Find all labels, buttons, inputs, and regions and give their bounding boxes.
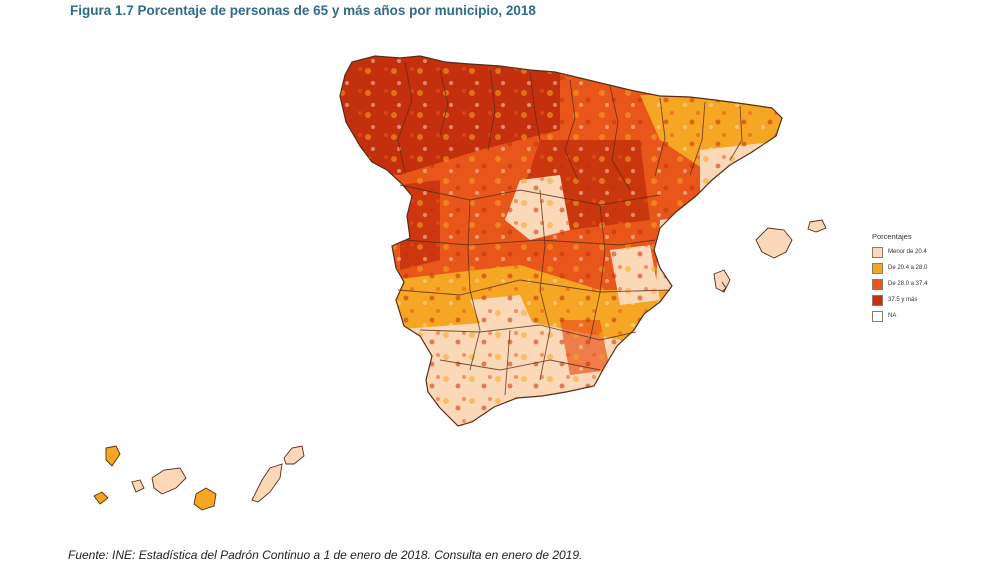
legend-item: De 28.0 a 37.4 xyxy=(872,276,927,292)
legend-swatch xyxy=(872,246,883,258)
legend-item: De 20.4 a 28.0 xyxy=(872,260,927,276)
legend-label: De 20.4 a 28.0 xyxy=(888,265,928,271)
legend-item: NA xyxy=(872,308,927,324)
legend-title: Porcentajes xyxy=(872,232,912,241)
legend-item: Menor de 20.4 xyxy=(872,244,927,260)
legend-swatch xyxy=(872,310,883,322)
figure-title: Figura 1.7 Porcentaje de personas de 65 … xyxy=(70,3,536,18)
legend-label: De 28.0 a 37.4 xyxy=(888,281,928,287)
legend-swatch xyxy=(872,262,883,274)
legend-item: 37.5 y más xyxy=(872,292,927,308)
balearic-islands xyxy=(713,219,827,293)
map-legend: Porcentajes Menor de 20.4 De 20.4 a 28.0… xyxy=(872,232,927,324)
region-boundaries xyxy=(397,61,743,396)
legend-label: 37.5 y más xyxy=(888,297,918,303)
legend-label: Menor de 20.4 xyxy=(888,249,927,255)
peninsula-fill xyxy=(340,56,782,426)
legend-swatch xyxy=(872,278,883,290)
legend-label: NA xyxy=(888,313,897,319)
source-note: Fuente: INE: Estadística del Padrón Cont… xyxy=(68,548,583,562)
canary-islands xyxy=(93,445,305,511)
legend-swatch xyxy=(872,294,883,306)
